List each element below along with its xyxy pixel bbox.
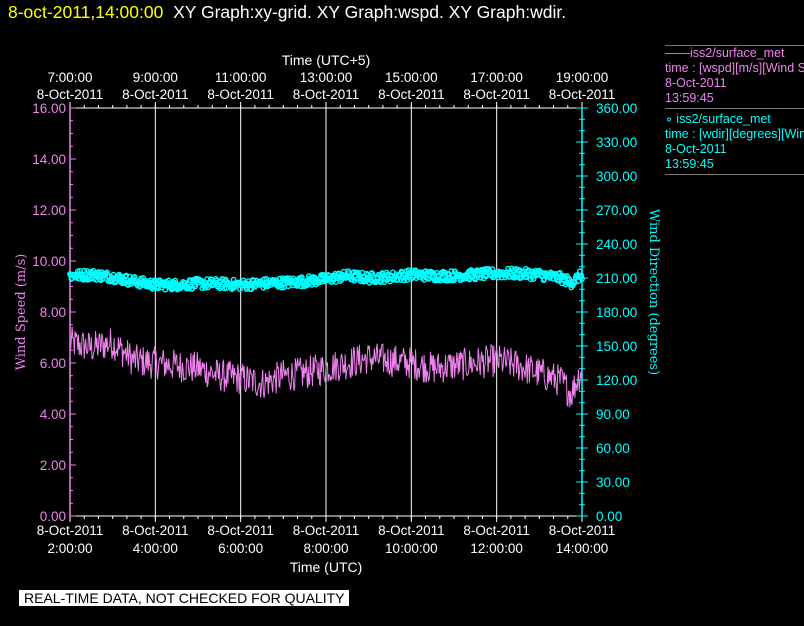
series-wdir-point: [530, 276, 537, 282]
x-tick-label-top-date: 8-Oct-2011: [122, 87, 189, 102]
series-wdir-point: [172, 277, 179, 284]
series-wspd-line: [69, 326, 583, 408]
legend-wspd-date: 8-Oct-2011: [665, 76, 727, 90]
y-right-tick-label: 240.00: [596, 237, 637, 252]
y-right-tick-label: 300.00: [596, 169, 637, 184]
right-axis-title: Wind Direction (degrees): [646, 209, 661, 375]
legend-wspd-time: 13:59:45: [665, 91, 714, 105]
series-wdir-point: [192, 283, 199, 290]
header-titles: XY Graph:xy-grid. XY Graph:wspd. XY Grap…: [173, 2, 567, 22]
y-left-tick-label: 16.00: [32, 101, 66, 116]
y-right-tick-label: 120.00: [596, 373, 637, 388]
x-tick-label-top-time: 13:00:00: [300, 70, 353, 85]
series-wdir-point: [566, 275, 573, 282]
top-axis-title: Time (UTC+5): [282, 52, 371, 68]
legend-wdir-name: ∘ iss2/surface_met: [665, 112, 771, 126]
x-tick-label-top-time: 19:00:00: [556, 70, 609, 85]
left-axis-title: Wind Speed (m/s): [14, 254, 29, 371]
x-tick-label-bottom-time: 8:00:00: [303, 541, 348, 556]
y-right-tick-label: 60.00: [596, 441, 630, 456]
grid: [70, 107, 582, 517]
y-left-tick-label: 8.00: [40, 305, 66, 320]
y-right-tick-label: 360.00: [596, 101, 637, 116]
y-right-tick-label: 90.00: [596, 407, 630, 422]
legend: ——iss2/surface_met time : [wspd][m/s][Wi…: [665, 45, 804, 178]
series-wdir-point: [155, 285, 162, 292]
y-left-tick-label: 14.00: [32, 152, 66, 167]
y-left-tick-label: 6.00: [40, 356, 66, 371]
x-tick-label-bottom-date: 8-Oct-2011: [207, 523, 274, 538]
x-tick-label-top-time: 11:00:00: [215, 70, 267, 85]
x-tick-label-bottom-date: 8-Oct-2011: [122, 523, 189, 538]
quality-badge: REAL-TIME DATA, NOT CHECKED FOR QUALITY: [19, 590, 350, 606]
y-right-tick-label: 30.00: [596, 475, 630, 490]
series-wdir-point: [451, 277, 457, 284]
x-tick-label-top-time: 15:00:00: [385, 70, 438, 85]
series-wdir-point: [430, 269, 437, 276]
x-tick-label-top-time: 7:00:00: [47, 70, 92, 85]
series-wdir-point: [478, 274, 484, 281]
series-wdir-point: [221, 285, 228, 292]
y-right-tick-label: 330.00: [596, 135, 637, 150]
series-wdir-point: [579, 276, 585, 282]
legend-wdir-var: time : [wdir][degrees][Wind Direction]: [665, 127, 804, 141]
x-tick-label-top-date: 8-Oct-2011: [549, 87, 616, 102]
legend-wspd-name: ——iss2/surface_met: [665, 46, 785, 60]
x-tick-label-top-date: 8-Oct-2011: [378, 87, 445, 102]
x-tick-label-bottom-date: 8-Oct-2011: [293, 523, 360, 538]
legend-entry-wspd[interactable]: ——iss2/surface_met time : [wspd][m/s][Wi…: [665, 46, 804, 109]
header-timestamp: 8-oct-2011,14:00:00: [8, 2, 164, 22]
series-wdir-point: [377, 279, 384, 286]
y-left-tick-label: 2.00: [40, 458, 66, 473]
x-tick-label-bottom-time: 2:00:00: [47, 541, 92, 556]
y-left-tick-label: 0.00: [40, 509, 66, 524]
y-left-tick-label: 4.00: [40, 407, 66, 422]
legend-separator: [665, 45, 804, 46]
series-wdir-point: [541, 276, 548, 282]
series-wdir-point: [162, 286, 169, 293]
x-tick-label-bottom-date: 8-Oct-2011: [463, 523, 530, 538]
ticks: [69, 102, 588, 522]
y-right-tick-label: 270.00: [596, 203, 637, 218]
x-tick-label-bottom-date: 8-Oct-2011: [378, 523, 445, 538]
legend-entry-wdir[interactable]: ∘ iss2/surface_met time : [wdir][degrees…: [665, 112, 804, 175]
x-tick-label-top-date: 8-Oct-2011: [463, 87, 530, 102]
axis-labels: 8-Oct-2011 2:00:00 7:00:00 8-Oct-2011 8-Oct-…: [14, 52, 661, 575]
legend-wdir-time: 13:59:45: [665, 157, 714, 171]
y-left-tick-label: 12.00: [32, 203, 66, 218]
x-tick-label-bottom-date: 8-Oct-2011: [549, 523, 616, 538]
x-tick-label-bottom-date: 8-Oct-2011: [37, 523, 104, 538]
y-right-tick-label: 180.00: [596, 305, 637, 320]
y-right-tick-label: 0.00: [596, 509, 622, 524]
series-wdir-point: [472, 276, 479, 283]
x-tick-label-top-time: 17:00:00: [470, 70, 523, 85]
bottom-axis-title: Time (UTC): [290, 559, 363, 575]
x-tick-label-top-date: 8-Oct-2011: [293, 87, 360, 102]
x-tick-label-bottom-time: 6:00:00: [218, 541, 263, 556]
x-tick-label-bottom-time: 12:00:00: [470, 541, 523, 556]
x-tick-label-top-date: 8-Oct-2011: [37, 87, 104, 102]
series-wdir-point: [261, 276, 267, 283]
series-wdir-point: [483, 273, 489, 280]
x-tick-label-bottom-time: 4:00:00: [133, 541, 178, 556]
x-tick-label-bottom-time: 10:00:00: [385, 541, 438, 556]
x-tick-label-top-date: 8-Oct-2011: [207, 87, 274, 102]
series-wdir-point: [578, 272, 585, 279]
header: 8-oct-2011,14:00:00 XY Graph:xy-grid. XY…: [8, 0, 566, 24]
x-tick-label-bottom-time: 14:00:00: [556, 541, 609, 556]
legend-wspd-var: time : [wspd][m/s][Wind Speed]: [665, 61, 804, 75]
series-wdir-point: [81, 267, 88, 274]
x-tick-label-top-time: 9:00:00: [133, 70, 178, 85]
series: [67, 265, 585, 408]
y-left-tick-label: 10.00: [32, 254, 66, 269]
y-right-tick-label: 150.00: [596, 339, 637, 354]
y-right-tick-label: 210.00: [596, 271, 637, 286]
legend-wdir-date: 8-Oct-2011: [665, 142, 727, 156]
